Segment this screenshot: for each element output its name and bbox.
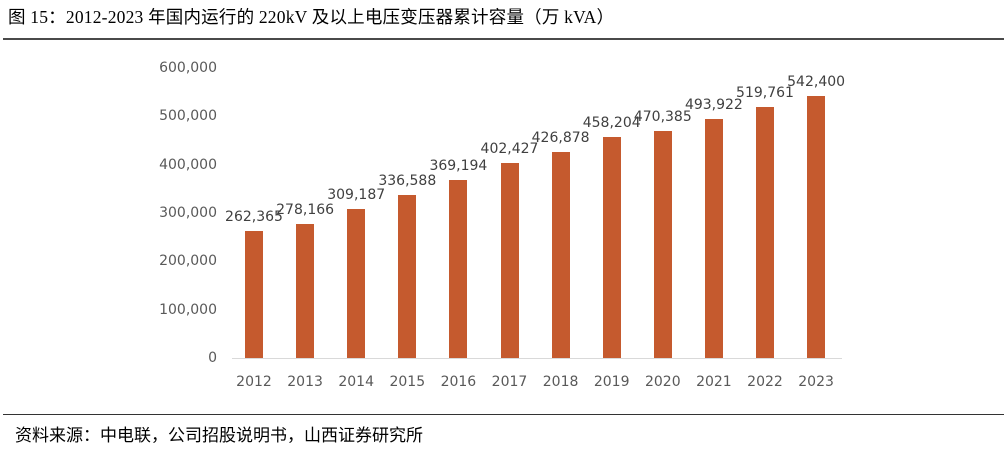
data-label: 470,385 (633, 108, 692, 125)
data-label: 542,400 (787, 73, 846, 90)
x-tick-label: 2013 (287, 374, 323, 390)
bar-2015 (398, 195, 417, 358)
bar-2013 (296, 223, 315, 358)
top-divider (3, 38, 1004, 40)
y-tick-label: 600,000 (159, 60, 217, 76)
data-label: 426,878 (531, 129, 590, 146)
bar-2012 (245, 231, 263, 358)
y-tick-label: 400,000 (159, 156, 217, 173)
figure-title: 图 15：2012-2023 年国内运行的 220kV 及以上电压变压器累计容量… (8, 7, 615, 27)
source-note: 资料来源：中电联，公司招股说明书，山西证券研究所 (15, 426, 423, 446)
y-tick-label: 500,000 (159, 108, 217, 125)
bar-2020 (653, 130, 672, 358)
data-label: 519,761 (736, 84, 794, 101)
data-label: 336,588 (378, 173, 437, 190)
bottom-divider (3, 414, 1004, 415)
data-label: 262,365 (225, 209, 283, 226)
x-tick-label: 2023 (798, 374, 834, 390)
data-label: 309,187 (327, 186, 386, 203)
bar-2018 (551, 151, 570, 358)
data-label: 493,922 (684, 97, 743, 114)
x-tick-label: 2014 (338, 374, 374, 390)
x-tick-label: 2019 (593, 374, 630, 390)
x-tick-label: 2020 (644, 374, 681, 390)
x-tick-label: 2015 (389, 374, 426, 390)
x-tick-label: 2022 (747, 374, 783, 390)
data-label: 402,427 (480, 141, 539, 158)
data-label: 278,166 (276, 201, 335, 218)
y-tick-label: 200,000 (159, 253, 217, 270)
bar-2019 (602, 136, 621, 358)
bar-2022 (756, 106, 774, 358)
x-tick-label: 2017 (491, 374, 528, 390)
x-tick-label: 2018 (542, 374, 579, 390)
bar-2014 (347, 208, 366, 358)
x-tick-label: 2012 (236, 374, 272, 390)
y-tick-label: 100,000 (159, 301, 217, 318)
x-tick-label: 2021 (696, 374, 732, 390)
bar-2021 (704, 119, 723, 358)
data-label: 369,194 (429, 157, 488, 174)
y-tick-label: 0 (208, 350, 217, 366)
y-tick-label: 300,000 (159, 205, 217, 221)
x-axis-line (232, 358, 842, 359)
x-tick-label: 2016 (440, 374, 477, 390)
bar-2023 (807, 95, 826, 358)
bar-chart: 0 100,000 200,000 300,000 400,000 500,000 600,… (159, 60, 846, 390)
data-label: 458,204 (582, 114, 641, 131)
bar-2017 (500, 163, 519, 358)
bar-2016 (449, 179, 468, 358)
